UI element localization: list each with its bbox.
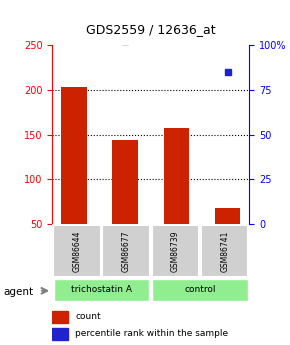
Text: count: count bbox=[75, 312, 101, 321]
FancyBboxPatch shape bbox=[53, 225, 101, 277]
Text: GSM86677: GSM86677 bbox=[122, 230, 131, 272]
FancyBboxPatch shape bbox=[201, 225, 249, 277]
Text: GSM86739: GSM86739 bbox=[171, 230, 180, 272]
Bar bbox=[52, 328, 68, 340]
Bar bbox=[61, 87, 87, 224]
Bar bbox=[113, 140, 138, 224]
Text: trichostatin A: trichostatin A bbox=[71, 285, 132, 294]
Bar bbox=[164, 128, 189, 224]
Text: GSM86644: GSM86644 bbox=[72, 230, 81, 272]
FancyBboxPatch shape bbox=[152, 225, 199, 277]
Text: control: control bbox=[184, 285, 216, 294]
FancyBboxPatch shape bbox=[54, 279, 149, 300]
FancyBboxPatch shape bbox=[102, 225, 150, 277]
FancyBboxPatch shape bbox=[152, 279, 248, 300]
Text: agent: agent bbox=[3, 287, 33, 296]
Bar bbox=[52, 310, 68, 323]
Text: percentile rank within the sample: percentile rank within the sample bbox=[75, 329, 229, 338]
Text: GSM86741: GSM86741 bbox=[220, 230, 229, 272]
Bar bbox=[215, 208, 240, 224]
Text: GDS2559 / 12636_at: GDS2559 / 12636_at bbox=[86, 23, 215, 36]
